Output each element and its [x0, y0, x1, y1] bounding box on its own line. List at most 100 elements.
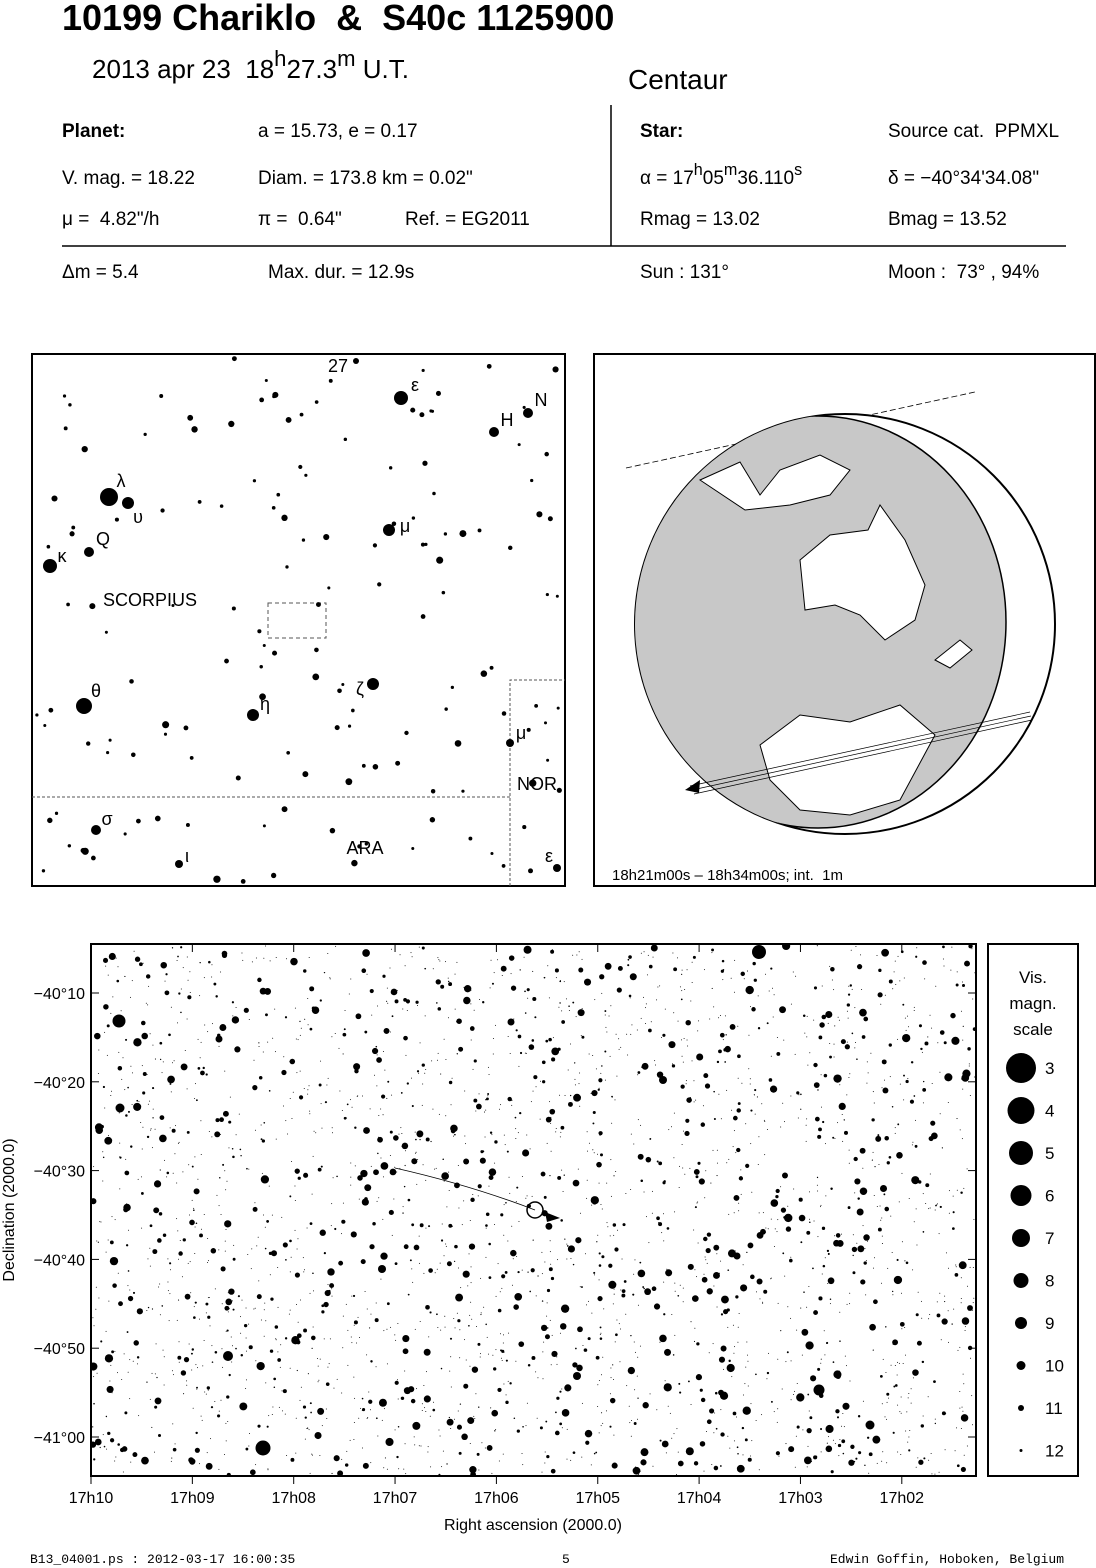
star — [882, 1358, 884, 1360]
star — [437, 957, 439, 959]
star — [347, 1329, 349, 1331]
star — [968, 944, 973, 949]
text-part: h — [694, 161, 703, 179]
star — [656, 1409, 658, 1411]
star — [540, 1080, 542, 1082]
star — [370, 1313, 372, 1315]
star — [552, 366, 559, 373]
star — [479, 999, 481, 1001]
star — [489, 1131, 493, 1134]
star — [454, 1327, 456, 1329]
star — [382, 1114, 384, 1116]
star — [102, 1085, 105, 1089]
star — [693, 1101, 695, 1103]
star — [127, 1295, 134, 1302]
star — [154, 1397, 162, 1405]
star — [294, 1229, 296, 1231]
star — [581, 1402, 583, 1404]
star — [255, 957, 257, 959]
star — [855, 1041, 857, 1043]
star — [123, 832, 127, 836]
star — [175, 1125, 177, 1127]
star — [555, 1128, 557, 1130]
star — [203, 977, 205, 979]
star — [281, 806, 288, 813]
star — [252, 1084, 258, 1091]
star — [376, 1085, 378, 1087]
star — [267, 1469, 269, 1471]
star — [307, 1093, 309, 1095]
star — [674, 1290, 676, 1292]
star — [800, 1093, 802, 1096]
star — [693, 1229, 695, 1231]
star — [389, 1155, 391, 1157]
star — [353, 1422, 355, 1424]
star — [329, 977, 331, 979]
star — [500, 1349, 503, 1352]
star — [777, 1408, 779, 1410]
star — [91, 1198, 97, 1205]
star — [614, 1099, 616, 1101]
star — [255, 1464, 257, 1466]
star — [495, 1295, 497, 1297]
star — [745, 1123, 747, 1125]
star — [463, 1158, 470, 1165]
star — [600, 1204, 602, 1206]
star — [424, 1015, 426, 1017]
star — [316, 1357, 318, 1359]
star — [898, 1362, 900, 1364]
star — [596, 1241, 598, 1243]
star — [939, 1030, 945, 1035]
star — [598, 1379, 600, 1381]
star — [948, 1190, 950, 1192]
star — [422, 1164, 424, 1166]
star — [693, 1080, 695, 1082]
star — [441, 1466, 443, 1468]
star — [170, 1460, 172, 1462]
star — [910, 1061, 914, 1064]
star — [663, 1313, 666, 1316]
star — [634, 1259, 636, 1261]
star — [673, 1112, 675, 1114]
star — [304, 1416, 307, 1419]
star — [172, 1447, 177, 1452]
star — [640, 1017, 642, 1019]
star — [443, 1255, 445, 1257]
star — [555, 1131, 557, 1133]
star — [195, 1364, 197, 1366]
star — [863, 1261, 867, 1265]
star — [910, 1388, 912, 1390]
star — [470, 1039, 472, 1041]
star — [834, 1443, 836, 1445]
star — [844, 1355, 846, 1357]
star — [325, 1382, 330, 1387]
star — [656, 999, 658, 1001]
star — [876, 1206, 878, 1208]
star — [350, 978, 352, 980]
star — [617, 1229, 619, 1231]
star — [659, 1341, 661, 1343]
star — [259, 987, 267, 995]
star — [440, 984, 445, 989]
star — [354, 1126, 357, 1129]
star — [610, 1377, 612, 1379]
star — [448, 1171, 450, 1173]
star — [389, 1168, 397, 1176]
star — [972, 1424, 974, 1426]
named-star — [553, 864, 561, 872]
star — [679, 986, 681, 988]
star — [519, 1111, 522, 1115]
star — [440, 1239, 444, 1242]
star — [255, 1360, 257, 1362]
star — [350, 1176, 352, 1178]
star — [125, 1114, 128, 1117]
star — [530, 1268, 535, 1273]
star — [465, 1359, 467, 1361]
star — [759, 1298, 761, 1300]
star — [418, 1262, 420, 1264]
star — [277, 1358, 281, 1362]
star — [593, 1271, 596, 1274]
star — [179, 1240, 181, 1242]
star — [418, 946, 420, 948]
star — [253, 1308, 255, 1310]
